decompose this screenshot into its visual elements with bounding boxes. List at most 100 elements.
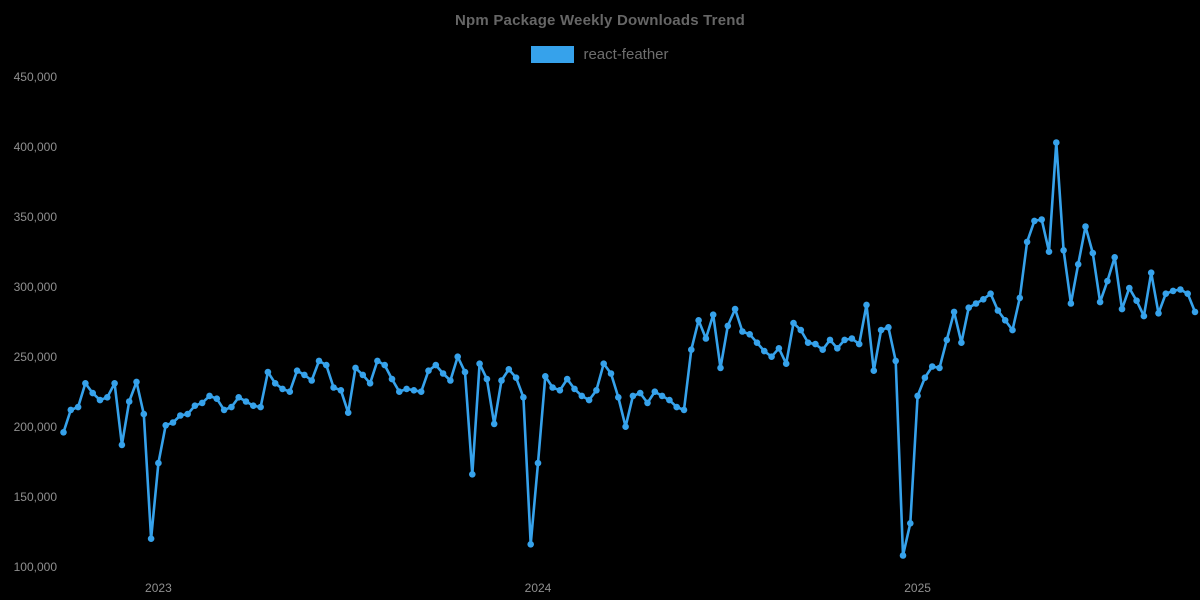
data-point[interactable]	[746, 331, 753, 338]
data-point[interactable]	[1177, 286, 1184, 293]
data-point[interactable]	[410, 387, 418, 394]
data-point[interactable]	[191, 402, 199, 410]
data-point[interactable]	[1001, 317, 1009, 324]
data-point[interactable]	[1009, 326, 1016, 334]
data-point[interactable]	[768, 353, 775, 361]
data-point[interactable]	[512, 374, 520, 382]
data-point[interactable]	[870, 367, 878, 375]
data-point[interactable]	[542, 373, 549, 380]
data-point[interactable]	[323, 361, 330, 369]
data-point[interactable]	[198, 399, 206, 407]
data-point[interactable]	[950, 308, 958, 316]
data-point[interactable]	[994, 307, 1002, 314]
data-point[interactable]	[629, 392, 637, 400]
data-point[interactable]	[89, 389, 96, 397]
data-point[interactable]	[615, 394, 622, 401]
data-point[interactable]	[133, 378, 140, 386]
data-point[interactable]	[140, 410, 148, 418]
data-point[interactable]	[118, 441, 126, 449]
data-point[interactable]	[381, 361, 389, 369]
data-point[interactable]	[1162, 290, 1170, 298]
data-point[interactable]	[366, 380, 374, 387]
data-point[interactable]	[359, 371, 367, 379]
data-point[interactable]	[396, 388, 403, 396]
data-point[interactable]	[505, 366, 513, 373]
data-point[interactable]	[67, 406, 75, 414]
data-point[interactable]	[403, 385, 410, 393]
data-point[interactable]	[1096, 298, 1104, 306]
data-point[interactable]	[943, 336, 951, 344]
data-point[interactable]	[220, 406, 228, 414]
data-point[interactable]	[155, 459, 162, 467]
data-point[interactable]	[1053, 139, 1060, 146]
data-point[interactable]	[330, 384, 337, 391]
data-point[interactable]	[848, 335, 856, 342]
data-point[interactable]	[709, 311, 717, 319]
data-point[interactable]	[1126, 284, 1133, 292]
data-point[interactable]	[344, 409, 352, 417]
data-point[interactable]	[1038, 216, 1045, 223]
data-point[interactable]	[454, 353, 462, 361]
data-point[interactable]	[877, 326, 885, 334]
data-point[interactable]	[1155, 310, 1162, 317]
data-point[interactable]	[111, 380, 118, 387]
data-point[interactable]	[147, 535, 155, 542]
data-point[interactable]	[82, 380, 89, 387]
data-point[interactable]	[899, 552, 907, 559]
data-point[interactable]	[907, 520, 914, 527]
data-point[interactable]	[228, 403, 235, 411]
data-point[interactable]	[483, 375, 491, 383]
data-point[interactable]	[651, 388, 659, 396]
data-point[interactable]	[636, 389, 644, 397]
data-point[interactable]	[374, 357, 381, 365]
data-point[interactable]	[702, 335, 710, 342]
data-point[interactable]	[1060, 247, 1067, 254]
data-point[interactable]	[235, 394, 242, 401]
data-point[interactable]	[688, 346, 695, 354]
data-point[interactable]	[753, 339, 761, 347]
data-point[interactable]	[469, 471, 476, 478]
data-point[interactable]	[206, 392, 213, 400]
data-point[interactable]	[928, 363, 936, 370]
data-point[interactable]	[556, 387, 564, 394]
data-point[interactable]	[1191, 308, 1199, 316]
data-point[interactable]	[607, 370, 615, 377]
legend-item-react-feather[interactable]: react-feather	[531, 46, 669, 63]
data-point[interactable]	[585, 396, 593, 404]
data-point[interactable]	[863, 301, 870, 309]
data-point[interactable]	[739, 328, 746, 335]
data-point[interactable]	[680, 406, 688, 414]
data-point[interactable]	[797, 326, 805, 334]
data-point[interactable]	[1045, 248, 1053, 255]
data-point[interactable]	[264, 368, 272, 376]
data-point[interactable]	[425, 367, 432, 375]
data-point[interactable]	[271, 380, 279, 387]
data-point[interactable]	[1074, 261, 1082, 268]
data-point[interactable]	[666, 396, 673, 404]
data-point[interactable]	[1016, 294, 1024, 302]
data-point[interactable]	[169, 419, 177, 426]
data-point[interactable]	[958, 339, 965, 347]
data-point[interactable]	[104, 394, 111, 401]
data-point[interactable]	[286, 388, 294, 396]
data-point[interactable]	[812, 340, 819, 348]
data-point[interactable]	[819, 346, 826, 354]
data-point[interactable]	[301, 371, 308, 379]
data-point[interactable]	[593, 387, 600, 394]
data-point[interactable]	[775, 345, 783, 352]
data-point[interactable]	[563, 375, 571, 383]
data-point[interactable]	[790, 319, 797, 327]
data-point[interactable]	[936, 364, 943, 372]
data-point[interactable]	[352, 364, 359, 372]
data-point[interactable]	[293, 367, 301, 375]
data-point[interactable]	[695, 317, 702, 324]
data-point[interactable]	[1111, 253, 1118, 261]
data-point[interactable]	[987, 290, 994, 298]
data-point[interactable]	[177, 412, 184, 419]
data-point[interactable]	[125, 398, 133, 405]
data-point[interactable]	[1118, 305, 1126, 313]
data-point[interactable]	[731, 305, 739, 313]
data-point[interactable]	[1133, 297, 1140, 305]
data-point[interactable]	[855, 340, 863, 348]
